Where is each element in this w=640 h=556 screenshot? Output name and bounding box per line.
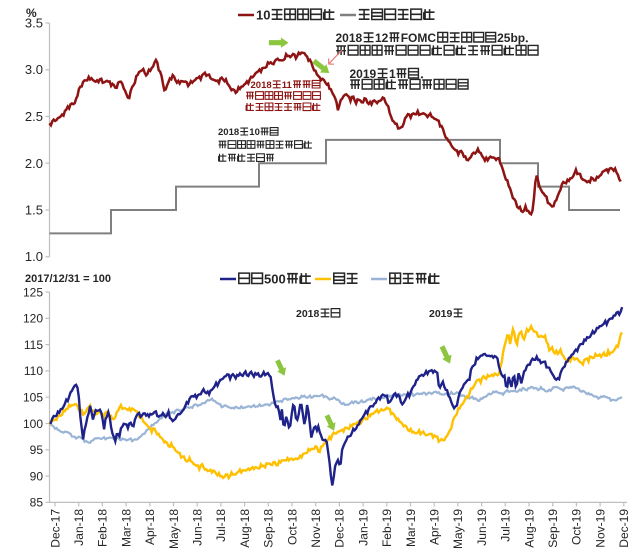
svg-text:1: 1 xyxy=(389,67,396,81)
svg-text:May-18: May-18 xyxy=(167,509,181,549)
svg-text:1.0: 1.0 xyxy=(25,249,43,264)
svg-text:105: 105 xyxy=(23,391,43,405)
svg-text:85: 85 xyxy=(30,496,44,510)
svg-text:May-19: May-19 xyxy=(451,509,465,549)
svg-text:1.5: 1.5 xyxy=(25,203,43,218)
svg-text:2018: 2018 xyxy=(218,127,239,138)
svg-text:Jul-18: Jul-18 xyxy=(214,509,228,542)
svg-text:2017/12/31 = 100: 2017/12/31 = 100 xyxy=(25,273,111,285)
svg-text:Dec-18: Dec-18 xyxy=(333,509,347,548)
svg-text:100: 100 xyxy=(23,417,43,431)
svg-text:Nov-18: Nov-18 xyxy=(309,509,323,548)
svg-text:Jan-18: Jan-18 xyxy=(72,509,86,546)
svg-text:115: 115 xyxy=(24,338,43,352)
svg-text:Aug-19: Aug-19 xyxy=(522,509,536,548)
svg-text:Jan-19: Jan-19 xyxy=(356,509,370,546)
svg-text:Jun-19: Jun-19 xyxy=(475,509,489,546)
svg-text:Feb-18: Feb-18 xyxy=(96,509,110,547)
svg-text:Dec-17: Dec-17 xyxy=(48,509,62,548)
svg-text:11: 11 xyxy=(282,80,293,91)
svg-text:Nov-19: Nov-19 xyxy=(593,509,607,548)
svg-text:2.5: 2.5 xyxy=(25,109,43,124)
svg-text:110: 110 xyxy=(24,364,43,378)
svg-text:500: 500 xyxy=(264,272,286,287)
svg-text:125: 125 xyxy=(23,285,43,299)
svg-text:Jun-18: Jun-18 xyxy=(191,509,205,546)
svg-text:Sep-18: Sep-18 xyxy=(262,509,276,548)
svg-text:Oct-19: Oct-19 xyxy=(570,509,584,545)
svg-text:2018: 2018 xyxy=(296,308,320,320)
svg-text:Mar-18: Mar-18 xyxy=(119,509,133,547)
svg-text:90: 90 xyxy=(30,469,44,483)
svg-text:3.5: 3.5 xyxy=(25,16,43,31)
svg-text:2.0: 2.0 xyxy=(25,156,43,171)
svg-text:Feb-19: Feb-19 xyxy=(380,509,394,547)
svg-text:%: % xyxy=(26,6,37,20)
svg-text:10: 10 xyxy=(249,127,260,138)
svg-text:Sep-19: Sep-19 xyxy=(546,509,560,548)
svg-text:2018: 2018 xyxy=(251,80,272,91)
svg-text:3.0: 3.0 xyxy=(25,62,43,77)
svg-text:Oct-18: Oct-18 xyxy=(285,509,299,545)
svg-text:10: 10 xyxy=(256,8,270,23)
svg-text:Aug-18: Aug-18 xyxy=(238,509,252,548)
svg-text:FOMC: FOMC xyxy=(401,31,437,45)
svg-text:2019: 2019 xyxy=(429,308,453,320)
svg-text:Jul-19: Jul-19 xyxy=(499,509,513,542)
svg-text:25bp: 25bp xyxy=(497,31,525,45)
svg-text:2018: 2018 xyxy=(336,31,363,45)
svg-text:120: 120 xyxy=(23,312,43,326)
svg-text:Dec-19: Dec-19 xyxy=(617,509,631,548)
svg-text:Mar-19: Mar-19 xyxy=(404,509,418,547)
svg-text:2019: 2019 xyxy=(350,67,377,81)
svg-text:Apr-18: Apr-18 xyxy=(143,509,157,545)
svg-text:12: 12 xyxy=(375,31,389,45)
svg-text:Apr-19: Apr-19 xyxy=(428,509,442,545)
svg-text:95: 95 xyxy=(30,443,44,457)
